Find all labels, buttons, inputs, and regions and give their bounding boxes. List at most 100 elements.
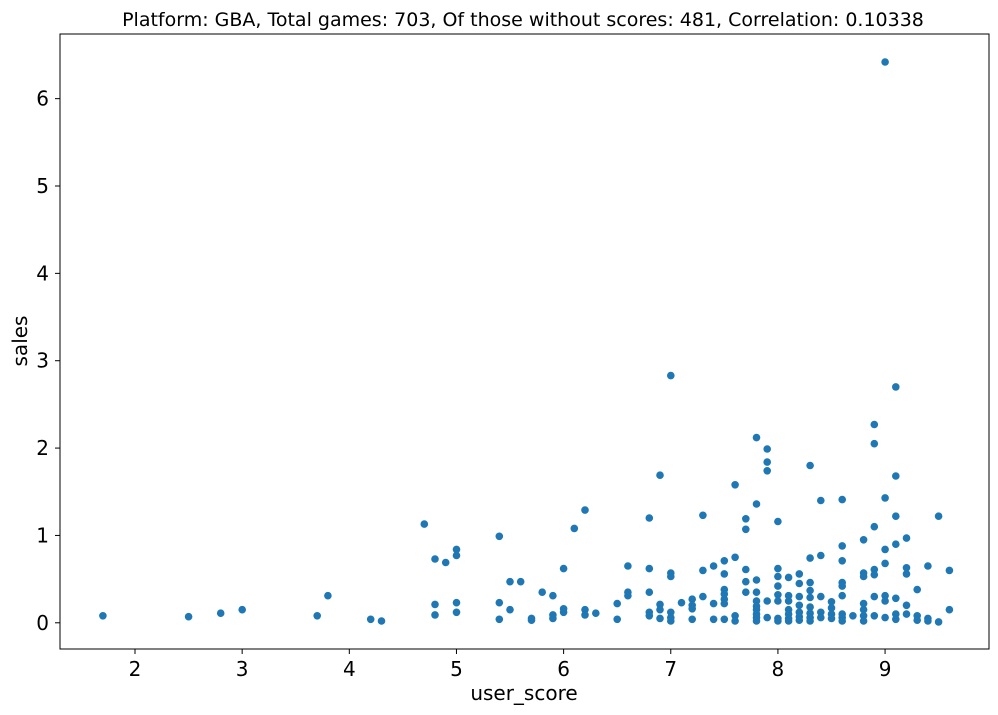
- data-point: [559, 608, 568, 617]
- data-point: [699, 511, 707, 520]
- data-point: [667, 572, 675, 581]
- data-point: [581, 611, 589, 619]
- data-point: [795, 579, 804, 588]
- data-point: [624, 562, 632, 570]
- data-point: [313, 612, 322, 620]
- data-point: [184, 612, 193, 621]
- data-point: [934, 512, 943, 520]
- data-point: [859, 572, 868, 581]
- data-point: [752, 588, 761, 596]
- x-axis-label: user_score: [470, 681, 577, 705]
- data-point: [581, 605, 589, 614]
- data-point: [752, 500, 761, 508]
- data-point: [763, 597, 771, 605]
- data-point: [720, 615, 729, 624]
- data-point: [699, 566, 707, 575]
- data-point: [645, 612, 654, 620]
- data-point: [806, 603, 814, 611]
- data-point: [720, 599, 729, 608]
- data-point: [784, 591, 793, 600]
- data-point: [645, 514, 654, 522]
- data-point: [774, 591, 782, 599]
- data-point: [892, 512, 900, 520]
- x-tick-label: 8: [772, 657, 785, 681]
- x-tick-label: 9: [879, 657, 892, 681]
- data-point: [859, 612, 868, 620]
- data-point: [806, 461, 814, 470]
- data-point: [613, 599, 621, 608]
- data-point: [827, 598, 836, 606]
- data-point: [752, 597, 761, 605]
- data-point: [742, 515, 750, 523]
- data-point: [795, 570, 804, 578]
- data-point: [377, 617, 386, 625]
- data-point: [506, 577, 514, 586]
- data-point: [731, 612, 739, 620]
- data-point: [859, 617, 868, 625]
- data-point: [892, 540, 900, 548]
- data-point: [763, 458, 771, 466]
- data-point: [945, 605, 954, 614]
- data-point: [913, 585, 921, 594]
- data-point: [742, 588, 750, 596]
- data-point: [795, 592, 804, 601]
- data-point: [559, 564, 568, 573]
- data-point: [870, 565, 879, 574]
- data-point: [645, 588, 654, 596]
- data-point: [859, 536, 868, 544]
- data-point: [817, 608, 825, 617]
- data-point: [838, 591, 846, 600]
- data-point: [870, 439, 879, 448]
- data-point: [817, 592, 825, 601]
- data-point: [892, 594, 900, 603]
- data-point: [902, 534, 911, 542]
- data-point: [784, 597, 793, 605]
- data-points: [99, 58, 954, 626]
- data-point: [709, 599, 718, 608]
- data-point: [742, 577, 750, 586]
- data-point: [752, 617, 761, 625]
- data-point: [806, 586, 814, 595]
- y-tick-label: 3: [36, 349, 49, 373]
- data-point: [817, 496, 825, 505]
- y-tick-label: 6: [36, 87, 49, 111]
- data-point: [731, 553, 739, 562]
- data-point: [859, 605, 868, 614]
- data-point: [677, 598, 686, 607]
- data-point: [688, 615, 696, 624]
- data-point: [838, 617, 846, 625]
- data-point: [731, 481, 739, 489]
- data-point: [774, 572, 782, 581]
- data-point: [667, 608, 675, 617]
- data-point: [806, 554, 814, 562]
- data-point: [795, 601, 804, 610]
- data-point: [688, 605, 696, 613]
- data-point: [763, 467, 771, 475]
- data-point: [870, 522, 879, 531]
- data-point: [667, 371, 675, 380]
- data-point: [495, 615, 504, 624]
- data-point: [892, 472, 900, 480]
- data-point: [892, 615, 900, 624]
- y-axis-label: sales: [8, 316, 32, 367]
- data-point: [924, 617, 932, 625]
- data-point: [784, 617, 793, 625]
- data-point: [881, 613, 889, 622]
- data-point: [881, 559, 889, 568]
- data-point: [506, 605, 514, 614]
- data-point: [817, 551, 825, 560]
- data-point: [431, 555, 439, 563]
- data-point: [838, 582, 846, 590]
- x-tick-label: 3: [236, 657, 249, 681]
- data-point: [870, 592, 879, 601]
- data-point: [795, 616, 804, 624]
- data-point: [827, 604, 836, 612]
- data-point: [902, 564, 911, 572]
- data-point: [238, 605, 246, 614]
- data-point: [774, 617, 782, 625]
- data-point: [881, 58, 889, 66]
- data-point: [774, 564, 782, 573]
- data-point: [452, 608, 461, 617]
- x-tick-label: 4: [343, 657, 356, 681]
- data-point: [656, 614, 664, 623]
